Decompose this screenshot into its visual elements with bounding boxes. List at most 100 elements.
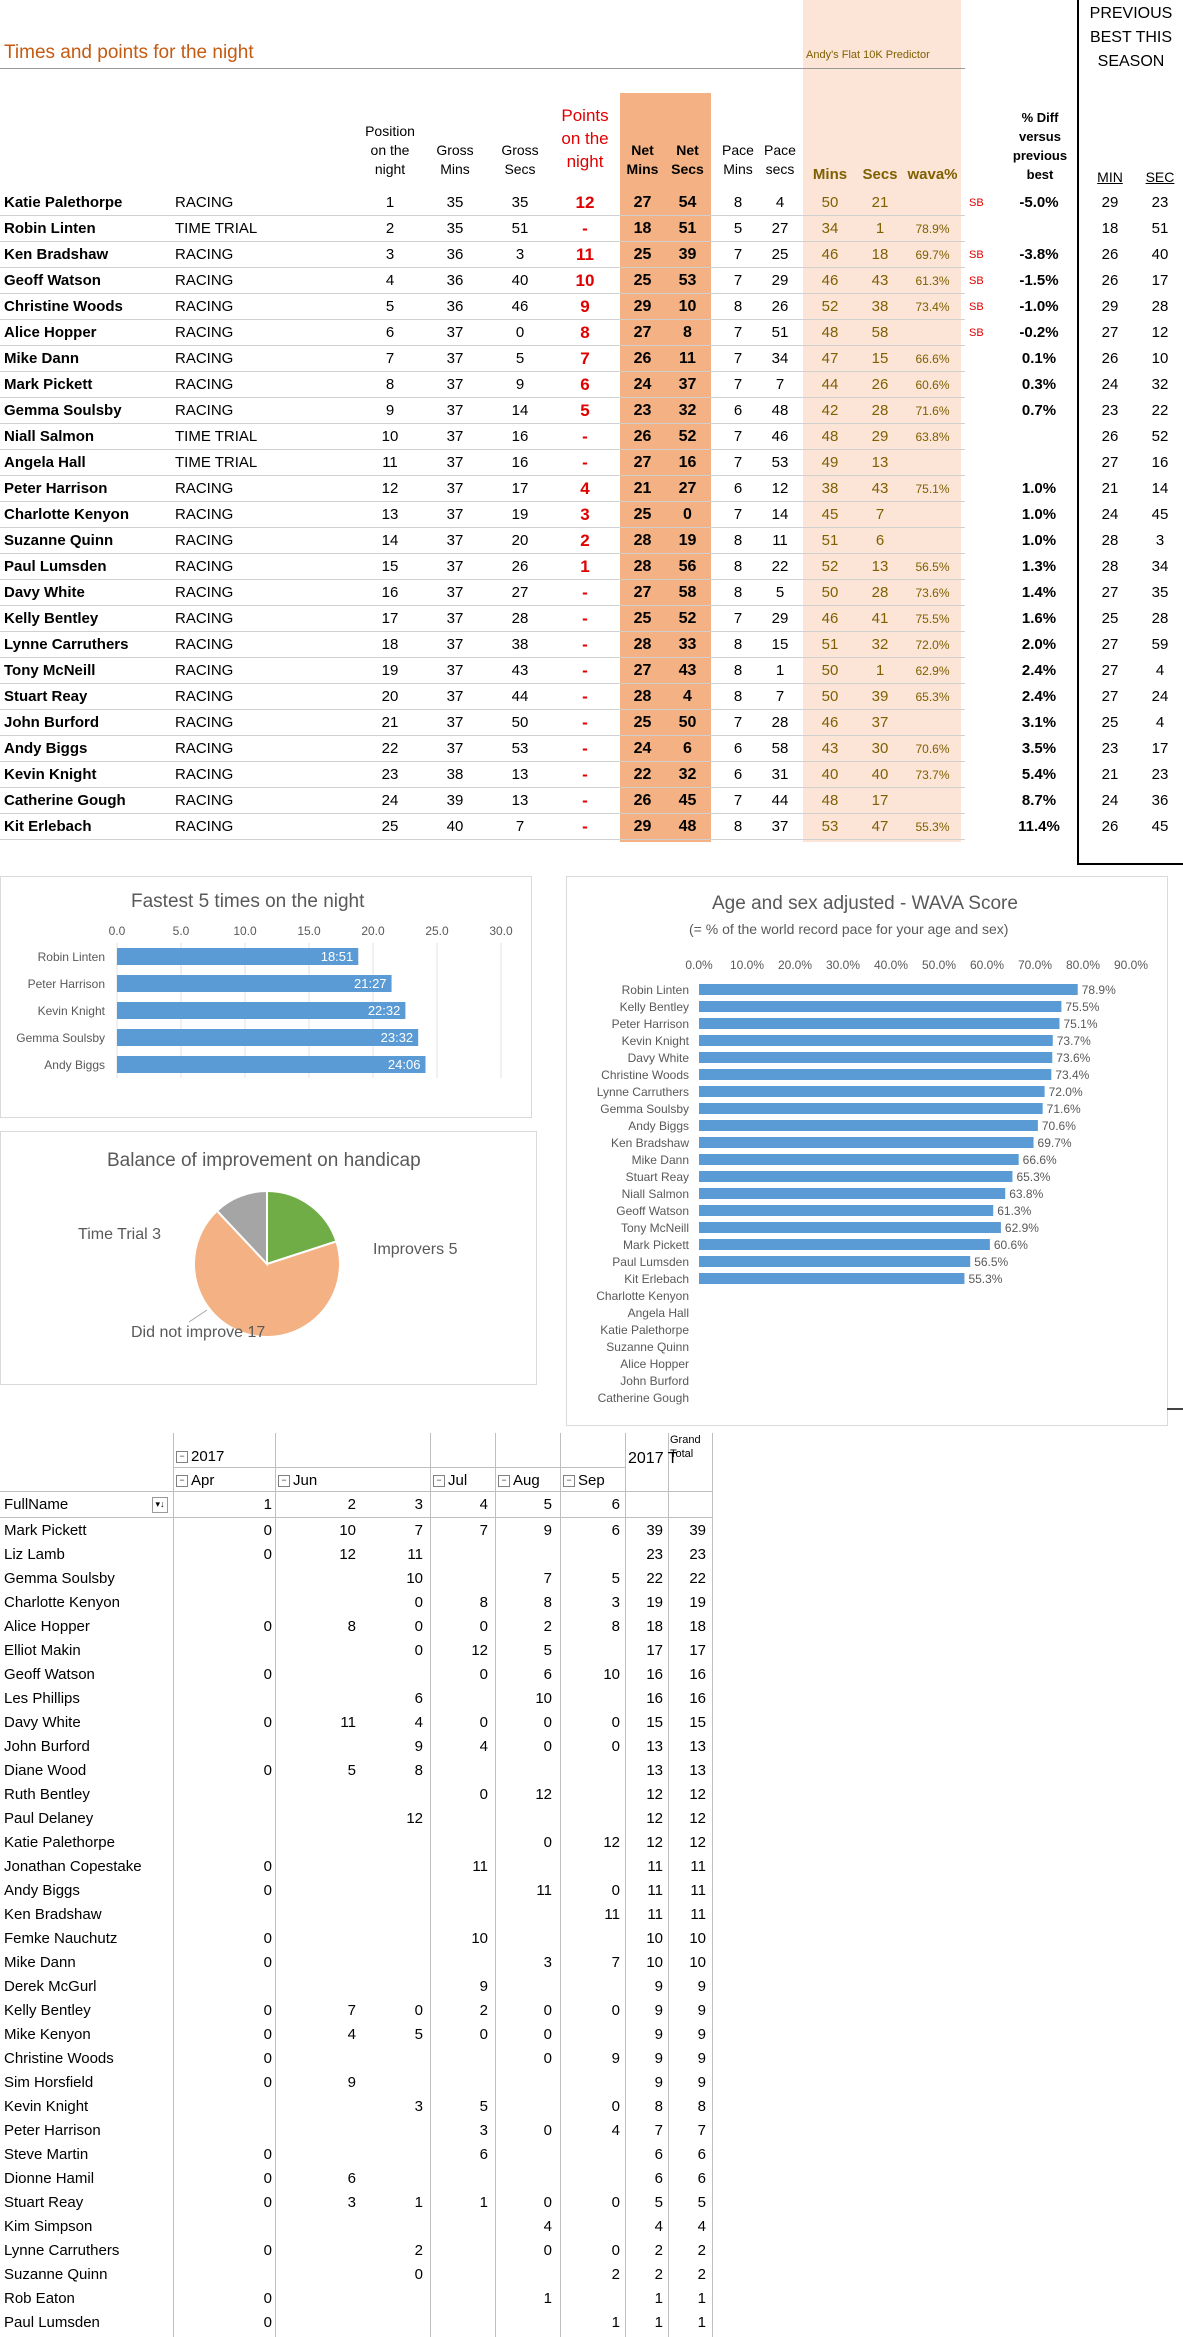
x-tick-label: 60.0% xyxy=(970,958,1004,972)
category-label: Gemma Soulsby xyxy=(16,1031,105,1045)
pivot-grid-line xyxy=(495,1433,496,2337)
prev-best-min: 24 xyxy=(1101,506,1119,523)
bar xyxy=(117,1056,426,1073)
pace-mins: 8 xyxy=(733,298,743,315)
pivot-runner-name: Charlotte Kenyon xyxy=(4,1594,120,1611)
title-divider xyxy=(0,68,965,69)
percent-diff: 5.4% xyxy=(1021,766,1057,783)
pivot-value xyxy=(363,1975,423,1999)
pivot-runner-name: Mike Dann xyxy=(4,1954,76,1971)
predicted-secs: 29 xyxy=(871,428,889,445)
wava-percent xyxy=(905,788,960,814)
pivot-value: 12 xyxy=(689,1786,706,1803)
net-mins: 28 xyxy=(633,532,652,549)
points: - xyxy=(582,427,588,446)
net-secs: 11 xyxy=(679,350,696,367)
pace-mins: 7 xyxy=(733,610,743,627)
predicted-secs: 26 xyxy=(871,376,889,393)
runner-name: Suzanne Quinn xyxy=(4,532,114,549)
collapse-icon[interactable]: − xyxy=(563,1475,575,1488)
predicted-secs: 30 xyxy=(871,740,889,757)
pace-secs: 31 xyxy=(771,766,789,783)
pivot-value: 11 xyxy=(604,1906,620,1923)
predicted-secs: 21 xyxy=(871,194,889,211)
pivot-value: 0 xyxy=(414,2266,423,2283)
runner-name: Ken Bradshaw xyxy=(4,246,109,263)
pivot-value: 18 xyxy=(646,1618,663,1635)
net-secs: 0 xyxy=(683,506,692,523)
pivot-value xyxy=(296,1591,356,1615)
pivot-value: 6 xyxy=(654,2170,663,2187)
row-divider xyxy=(0,735,965,736)
percent-diff xyxy=(1000,216,1078,242)
runner-name: Catherine Gough xyxy=(4,792,126,809)
page-title: Times and points for the night xyxy=(4,42,254,63)
prev-best-sec: 17 xyxy=(1151,272,1169,289)
gross-mins: 37 xyxy=(446,428,464,445)
wava-percent: 69.7% xyxy=(915,248,950,262)
bar xyxy=(699,1103,1043,1114)
percent-diff: 1.6% xyxy=(1021,610,1057,627)
percent-diff: 1.0% xyxy=(1021,532,1057,549)
prev-best-sec: 59 xyxy=(1151,636,1169,653)
bar xyxy=(117,1029,419,1046)
row-divider xyxy=(0,787,965,788)
bar xyxy=(117,948,359,965)
collapse-icon[interactable]: − xyxy=(498,1475,510,1488)
pivot-value xyxy=(296,2215,356,2239)
pivot-value: 0 xyxy=(263,2170,272,2187)
slice-label: Time Trial 3 xyxy=(78,1226,161,1243)
pace-secs: 11 xyxy=(772,532,788,549)
pivot-value: 0 xyxy=(263,2314,272,2331)
gross-mins: 37 xyxy=(446,688,464,705)
pivot-runner-name: Alice Hopper xyxy=(4,1618,90,1635)
points: 1 xyxy=(580,557,590,576)
net-secs: 32 xyxy=(678,766,697,783)
category-label: Niall Salmon xyxy=(622,1187,689,1201)
pivot-value xyxy=(296,1807,356,1831)
points: 9 xyxy=(580,297,590,316)
runner-name: Peter Harrison xyxy=(4,480,108,497)
collapse-icon[interactable]: − xyxy=(278,1475,290,1488)
filter-dropdown-icon[interactable]: ▾↓ xyxy=(152,1497,168,1513)
pivot-value: 12 xyxy=(339,1546,356,1563)
pivot-value: 9 xyxy=(543,1522,552,1539)
predicted-mins: 50 xyxy=(821,584,839,601)
prev-best-sec: 40 xyxy=(1151,246,1169,263)
pivot-value: 6 xyxy=(414,1690,423,1707)
pivot-value: 9 xyxy=(697,1978,706,1995)
pivot-month-header: − Apr xyxy=(176,1469,214,1493)
pivot-value xyxy=(212,1735,272,1759)
slice-label: Improvers 5 xyxy=(373,1241,458,1258)
points: 6 xyxy=(580,375,590,394)
pivot-runner-name: Steve Martin xyxy=(4,2146,89,2163)
collapse-icon[interactable]: − xyxy=(433,1475,445,1488)
pivot-value: 17 xyxy=(689,1642,706,1659)
percent-diff: 0.3% xyxy=(1021,376,1057,393)
pace-mins: 7 xyxy=(733,714,743,731)
pivot-value: 12 xyxy=(603,1834,620,1851)
pivot-value xyxy=(363,2119,423,2143)
runner-name: Geoff Watson xyxy=(4,272,101,289)
percent-diff xyxy=(1000,450,1078,476)
collapse-icon[interactable]: − xyxy=(176,1475,188,1488)
pivot-value: 12 xyxy=(646,1786,663,1803)
prev-best-min: 25 xyxy=(1101,610,1119,627)
collapse-icon[interactable]: − xyxy=(176,1451,188,1464)
pivot-runner-name: Ken Bradshaw xyxy=(4,1906,102,1923)
gross-secs: 13 xyxy=(511,792,529,809)
gross-mins: 38 xyxy=(446,766,464,783)
predicted-mins: 47 xyxy=(821,350,839,367)
position: 10 xyxy=(381,428,399,445)
gross-secs: 17 xyxy=(511,480,529,497)
bar xyxy=(117,975,392,992)
data-label: 69.7% xyxy=(1038,1136,1072,1150)
net-mins: 22 xyxy=(633,766,652,783)
gross-mins: 37 xyxy=(446,610,464,627)
pivot-runner-name: Ruth Bentley xyxy=(4,1786,90,1803)
category-label: Tony McNeill xyxy=(621,1221,689,1235)
pivot-value xyxy=(363,1831,423,1855)
net-mins: 27 xyxy=(633,584,652,601)
gross-secs: 7 xyxy=(515,818,525,835)
percent-diff: 1.4% xyxy=(1021,584,1057,601)
